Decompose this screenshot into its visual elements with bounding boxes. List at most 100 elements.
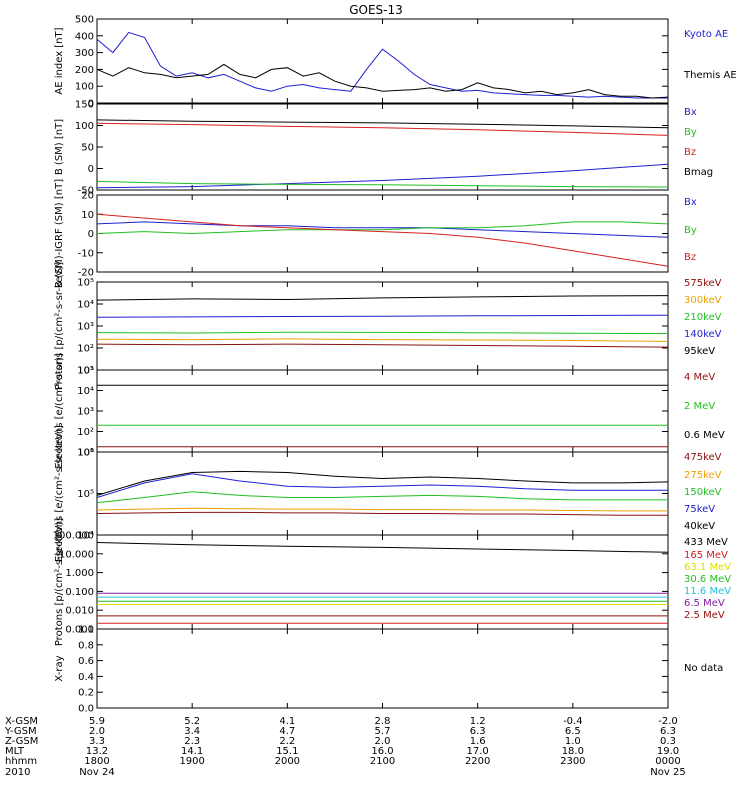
footer-cell: 19.0	[657, 746, 679, 757]
y-tick-label: 200	[75, 65, 94, 76]
chart-title: GOES-13	[349, 3, 403, 17]
footer-cell: 6.5	[565, 726, 581, 737]
series-line	[96, 343, 669, 348]
series-line	[96, 180, 669, 188]
panel-5: 10⁴ 10⁵ 10⁶ Electrons [e/(cm²-s-sr-keV)] 475…	[54, 425, 722, 562]
panel-frame	[96, 18, 669, 104]
panel-2: -20 -10 0 10 20 B (SM)-IGRF (SM) [nT] Bx By Bz	[54, 179, 697, 288]
series-line	[96, 31, 668, 99]
legend-entry: 30.6 MeV	[684, 574, 731, 585]
footer-cell: Nov 24	[79, 767, 114, 778]
legend-entry: 475keV	[684, 452, 722, 463]
series-line	[96, 213, 669, 267]
footer-cell: 1.6	[470, 736, 486, 747]
footer-cell: 2.8	[375, 716, 391, 727]
y-tick-label: 1.000	[65, 568, 94, 579]
y-tick-label: 10⁴	[77, 386, 94, 397]
legend-entry: By	[684, 127, 697, 138]
legend-entry: 0.6 MeV	[684, 430, 725, 441]
legend-entry: 275keV	[684, 470, 722, 481]
legend-entry: By	[684, 225, 697, 236]
legend-entry: Bmag	[684, 167, 713, 178]
y-tick-label: 10⁵	[77, 366, 94, 377]
series-line	[96, 295, 669, 301]
y-tick-label: 0.8	[78, 640, 94, 651]
legend-entry: Themis AE	[683, 70, 737, 81]
y-axis-label: X-ray	[54, 655, 65, 681]
footer-cell: 2.0	[375, 736, 391, 747]
legend-entry: 140keV	[684, 329, 722, 340]
series-line	[96, 470, 669, 496]
legend-entry: 4 MeV	[684, 372, 715, 383]
footer-row-label: hhmm	[5, 756, 37, 767]
footer-cell: 2000	[275, 756, 300, 767]
panel-3: 10¹ 10² 10³ 10⁴ 10⁵ Protons [p/(cm²-s-sr-keV)…	[54, 262, 722, 390]
footer-cell: 1900	[179, 756, 204, 767]
panel-1: -50 0 50 100 150 B (SM) [nT] Bx By Bz Bmag	[54, 100, 713, 197]
panel-frame	[96, 103, 669, 191]
panel-7: 0.0 0.2 0.4 0.6 0.8 1.0 X-ray No data	[54, 625, 723, 715]
y-tick-label: 0.4	[78, 672, 94, 683]
legend-entry: 2 MeV	[684, 401, 715, 412]
y-tick-label: 1.0	[78, 625, 94, 636]
y-tick-label: 10¹	[77, 366, 94, 377]
series-line	[96, 122, 669, 136]
panel-frame	[96, 281, 669, 371]
y-tick-label: 10⁶	[77, 448, 94, 459]
y-axis-label: B (SM)-IGRF (SM) [nT]	[54, 179, 65, 288]
footer-cell: 2200	[465, 756, 490, 767]
y-tick-label: 10⁵	[77, 489, 94, 500]
panel-frame	[96, 369, 669, 453]
y-tick-label: -50	[78, 186, 94, 197]
y-tick-label: 10²	[77, 427, 94, 438]
legend-entry: 40keV	[684, 521, 715, 532]
footer-cell: 13.2	[86, 746, 108, 757]
series-line	[96, 221, 669, 238]
footer-cell: 1800	[84, 756, 109, 767]
y-tick-label: 10.000	[59, 549, 94, 560]
y-tick-label: 300	[75, 48, 94, 59]
y-tick-label: 100	[75, 82, 94, 93]
footer-cell: 18.0	[562, 746, 584, 757]
series-line	[96, 314, 669, 318]
footer-cell: 4.7	[279, 726, 295, 737]
legend-entry: Bz	[684, 147, 696, 158]
y-tick-label: 500	[75, 15, 94, 26]
y-tick-label: 0.2	[78, 688, 94, 699]
y-axis-label: Electrons [e/(cm²-s-sr-keV)]	[54, 425, 65, 562]
y-tick-label: 10²	[77, 344, 94, 355]
y-axis-label: Protons [p/(cm²-s-sr-keV)]	[54, 262, 65, 390]
panel-frame	[96, 451, 669, 536]
series-line	[96, 511, 668, 516]
footer-cell: -0.4	[563, 716, 583, 727]
footer-cell: 5.9	[89, 716, 105, 727]
y-tick-label: 0	[88, 164, 94, 175]
y-tick-label: 0.0	[78, 704, 94, 715]
footer-cell: 0000	[655, 756, 680, 767]
y-tick-label: 10	[81, 210, 94, 221]
footer-cell: 1.0	[565, 736, 581, 747]
footer-row-label: Y-GSM	[4, 726, 37, 737]
y-tick-label: 10⁴	[77, 531, 94, 542]
y-tick-label: 10³	[77, 407, 94, 418]
footer-cell: 3.4	[184, 726, 200, 737]
legend-entry: 11.6 MeV	[684, 586, 731, 597]
series-line	[96, 473, 668, 498]
legend-entry: Bz	[684, 252, 696, 263]
panel-4: 10¹ 10² 10³ 10⁴ 10⁵ Electrons [e/(cm²-s-sr)] 4…	[54, 353, 725, 469]
legend-entry: 6.5 MeV	[684, 598, 725, 609]
y-tick-label: 100	[75, 121, 94, 132]
legend-entry: 75keV	[684, 504, 715, 515]
series-line	[96, 163, 669, 189]
footer-cell: 6.3	[470, 726, 486, 737]
y-tick-label: -20	[78, 268, 94, 279]
legend-entry: 165 MeV	[684, 550, 728, 561]
footer-cell: 1.2	[470, 716, 486, 727]
y-tick-label: 0.6	[78, 656, 94, 667]
footer-cell: 2300	[560, 756, 585, 767]
y-axis-label: Electrons [e/(cm²-s-sr)]	[54, 353, 65, 469]
y-tick-label: 0	[88, 229, 94, 240]
y-tick-label: 10¹	[77, 448, 94, 459]
